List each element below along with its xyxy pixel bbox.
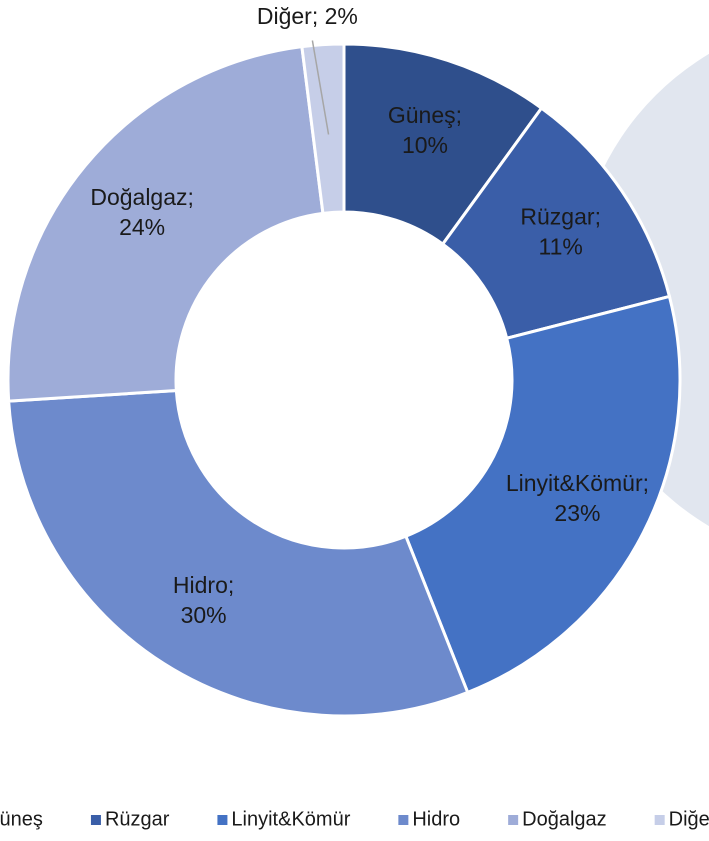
label-sep: ; — [456, 102, 462, 128]
label-value: 2% — [325, 3, 358, 29]
label-value: 24% — [119, 214, 165, 240]
legend-label: Güneş — [0, 808, 43, 830]
legend-swatch — [654, 815, 665, 825]
label-value: 11% — [539, 234, 583, 260]
label-sep: ; — [228, 572, 234, 598]
data-label: Hidro; 30% — [173, 572, 234, 628]
data-label: Diğer; 2% — [257, 3, 358, 29]
label-name: Güneş — [388, 102, 456, 128]
legend-label: Linyit&Kömür — [231, 808, 350, 830]
legend-label: Diğer — [669, 808, 709, 830]
label-name: Rüzgar — [520, 204, 594, 230]
donut-slice — [403, 294, 682, 695]
label-name: Doğalgaz — [90, 184, 187, 210]
legend-label: Rüzgar — [105, 808, 170, 830]
legend-swatch — [217, 815, 228, 825]
legend-swatch — [508, 815, 519, 825]
label-sep: ; — [595, 204, 601, 230]
legend-swatch — [90, 815, 101, 825]
donut-slice — [440, 106, 672, 341]
donut-slice — [6, 44, 325, 403]
label-name: Linyit&Kömür — [506, 470, 643, 496]
label-sep: ; — [643, 470, 649, 496]
leader-line — [311, 40, 330, 135]
donut-slice — [7, 388, 470, 718]
data-label: Güneş; 10% — [388, 102, 462, 158]
legend-label: Doğalgaz — [522, 808, 607, 830]
label-value: 30% — [181, 602, 227, 628]
label-value: 23% — [554, 500, 600, 526]
legend-label: Hidro — [412, 808, 460, 830]
data-label: Rüzgar; 11% — [520, 204, 601, 260]
donut-slice — [300, 42, 346, 216]
label-sep: ; — [312, 3, 325, 29]
label-name: Hidro — [173, 572, 228, 598]
data-label: Doğalgaz; 24% — [90, 184, 194, 240]
legend-swatch — [398, 815, 409, 825]
label-sep: ; — [188, 184, 194, 210]
label-name: Diğer — [257, 3, 312, 29]
label-value: 10% — [402, 132, 448, 158]
data-label: Linyit&Kömür; 23% — [506, 470, 649, 526]
